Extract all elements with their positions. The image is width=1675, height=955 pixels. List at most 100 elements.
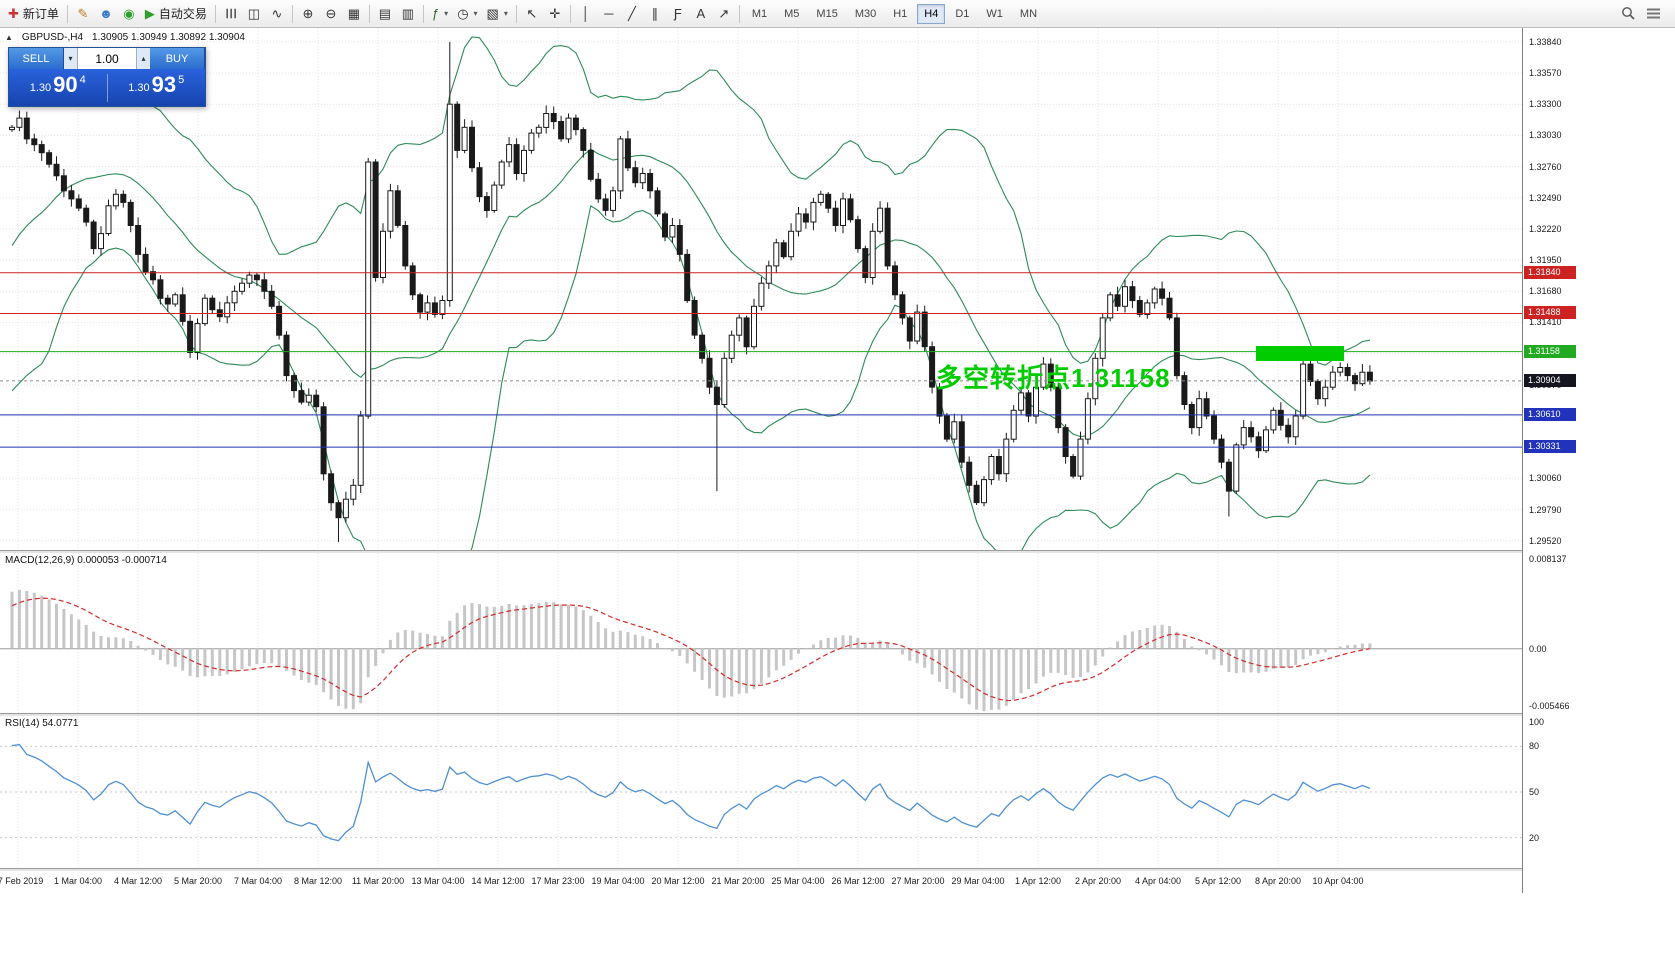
price-level-label: 1.30610 <box>1524 407 1576 421</box>
trendline-button[interactable]: ╱ <box>621 3 643 25</box>
time-axis-label: 10 Apr 04:00 <box>1312 876 1364 886</box>
timeframe-h1[interactable]: H1 <box>886 4 914 24</box>
candle <box>1285 418 1292 444</box>
line-chart-button[interactable]: ∿ <box>266 3 288 25</box>
buy-price[interactable]: 1.30 93 5 <box>108 74 206 101</box>
equidistant-channel-button[interactable]: ∥ <box>644 3 666 25</box>
candle <box>402 220 409 270</box>
time-axis-label: 5 Apr 12:00 <box>1194 876 1242 886</box>
candle <box>431 296 438 318</box>
candle <box>342 491 349 523</box>
charts-cycle-button[interactable]: ▤ <box>374 3 396 25</box>
help-button[interactable]: ◉ <box>118 3 140 25</box>
macd-axis-label: 0.00 <box>1529 643 1547 654</box>
zoom-in-button[interactable]: ⊕ <box>297 3 319 25</box>
crosshair-button[interactable]: ✛ <box>544 3 566 25</box>
bollinger-middle-band <box>11 148 1371 438</box>
candle <box>1181 371 1188 410</box>
panel-divider[interactable] <box>0 550 1675 553</box>
candle <box>1255 431 1262 458</box>
vertical-line-button[interactable]: │ <box>575 3 597 25</box>
volume-input[interactable]: 1.00 <box>77 48 137 69</box>
candle <box>602 193 609 216</box>
periods-caret-icon: ▾ <box>473 9 478 18</box>
trade-prices-row: 1.30 90 4 1.30 93 5 <box>9 69 205 106</box>
cursor-button[interactable]: ↖ <box>521 3 543 25</box>
text-button[interactable]: A <box>690 3 712 25</box>
candle <box>476 162 483 203</box>
candle <box>201 294 208 326</box>
candle <box>713 380 720 492</box>
price-axis-label: 1.33840 <box>1529 36 1562 47</box>
candle <box>773 238 780 274</box>
annotation-text[interactable]: 多空转折点1.31158 <box>936 363 1171 393</box>
chart-ohlc-overlay: ▲ GBPUSD-,H4 1.30905 1.30949 1.30892 1.3… <box>5 32 245 43</box>
candle <box>1344 363 1351 382</box>
fibonacci-button[interactable]: Ƒ <box>667 3 689 25</box>
zoom-out-icon: ⊖ <box>325 6 337 21</box>
bar-chart-button[interactable]: ☰ <box>220 3 242 25</box>
candle <box>1151 286 1158 309</box>
timeframe-h4[interactable]: H4 <box>917 3 946 24</box>
timeframe-w1[interactable]: W1 <box>979 4 1010 24</box>
indicators-button[interactable]: ƒ ▾ <box>428 3 452 25</box>
templates-button[interactable]: ▧ ▾ <box>483 3 512 25</box>
candle <box>1240 420 1247 450</box>
chart-shift-button[interactable]: ▥ <box>397 3 419 25</box>
time-axis-label: 21 Mar 20:00 <box>711 876 765 886</box>
volume-down-button[interactable]: ▾ <box>64 48 77 69</box>
metaeditor-button[interactable]: ✎ <box>72 3 94 25</box>
bollinger-lower-band <box>11 205 1371 550</box>
candle <box>1277 402 1284 431</box>
candle <box>1114 286 1121 312</box>
search-button[interactable] <box>1617 3 1640 25</box>
new-order-button[interactable]: ✚ 新订单 <box>4 3 63 25</box>
panel-divider[interactable] <box>0 868 1675 871</box>
candle <box>706 350 713 394</box>
candle <box>1047 358 1054 392</box>
candle <box>409 262 416 300</box>
profile-button[interactable]: ☻ <box>95 3 117 25</box>
timeframe-m30[interactable]: M30 <box>848 4 883 24</box>
candle <box>1300 359 1307 420</box>
candle <box>736 314 743 342</box>
timeframe-m1[interactable]: M1 <box>745 4 774 24</box>
candle <box>142 247 149 275</box>
help-icon: ◉ <box>123 6 135 21</box>
tile-windows-button[interactable]: ▦ <box>343 3 365 25</box>
arrows-icon: ↗ <box>718 6 730 21</box>
highlight-rectangle[interactable] <box>1256 346 1344 361</box>
candle <box>357 410 364 493</box>
volume-up-button[interactable]: ▴ <box>137 48 150 69</box>
candle <box>921 305 928 352</box>
arrows-button[interactable]: ↗ <box>713 3 735 25</box>
timeframe-m5[interactable]: M5 <box>777 4 806 24</box>
sell-button[interactable]: SELL <box>9 48 64 69</box>
timeframe-mn[interactable]: MN <box>1013 4 1044 24</box>
candle <box>1136 295 1143 318</box>
timeframe-m15[interactable]: M15 <box>809 4 844 24</box>
price-axis-label: 1.30060 <box>1529 473 1562 484</box>
auto-trading-button[interactable]: ▶ 自动交易 <box>141 3 211 25</box>
panel-divider[interactable] <box>0 713 1675 716</box>
candle <box>610 186 616 218</box>
zoom-out-button[interactable]: ⊖ <box>320 3 342 25</box>
candle-chart-button[interactable]: ◫ <box>243 3 265 25</box>
horizontal-line-button[interactable]: ─ <box>598 3 620 25</box>
sell-price[interactable]: 1.30 90 4 <box>9 74 107 101</box>
price-level-label: 1.30331 <box>1524 440 1576 454</box>
candle <box>1166 291 1173 321</box>
price-axis-label: 1.31410 <box>1529 317 1562 328</box>
candle <box>135 217 142 263</box>
candle <box>632 160 639 188</box>
buy-button[interactable]: BUY <box>150 48 205 69</box>
candle <box>150 265 156 285</box>
window-list-button[interactable] <box>1642 3 1665 25</box>
periods-button[interactable]: ◷ ▾ <box>453 3 481 25</box>
profile-icon: ☻ <box>99 6 113 21</box>
candle <box>112 189 119 210</box>
candle <box>1010 405 1017 443</box>
candle <box>995 448 1002 481</box>
timeframe-d1[interactable]: D1 <box>948 4 976 24</box>
candle <box>164 294 171 312</box>
